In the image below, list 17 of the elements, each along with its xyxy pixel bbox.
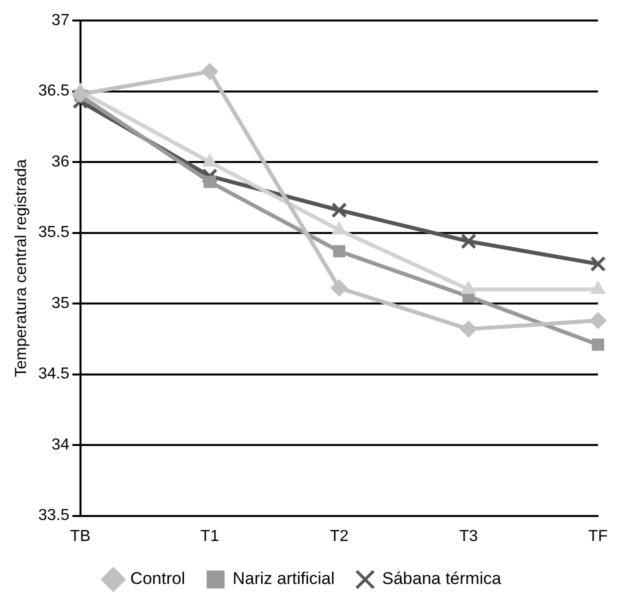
legend-label: Control bbox=[130, 569, 186, 588]
x-tick-label: T2 bbox=[330, 528, 349, 545]
y-tick-label: 35 bbox=[52, 294, 70, 312]
x-tick-label: TF bbox=[588, 528, 608, 545]
x-tick-label: T3 bbox=[459, 528, 478, 545]
legend-label: Nariz artificial bbox=[232, 569, 335, 588]
legend-label: Sábana térmica bbox=[382, 569, 502, 588]
y-axis-title: Temperatura central registrada bbox=[13, 159, 30, 378]
y-tick-label: 37 bbox=[52, 12, 70, 30]
x-tick-label: TB bbox=[70, 528, 91, 545]
y-tick-label: 34.5 bbox=[38, 366, 70, 383]
y-tick-label: 36 bbox=[52, 153, 70, 170]
y-tick-label: 33.5 bbox=[38, 507, 70, 524]
x-tick-label: T1 bbox=[200, 528, 220, 545]
y-tick-label: 35.5 bbox=[38, 224, 70, 242]
y-tick-label: 34 bbox=[52, 436, 70, 454]
y-tick-label: 36.5 bbox=[38, 82, 70, 100]
